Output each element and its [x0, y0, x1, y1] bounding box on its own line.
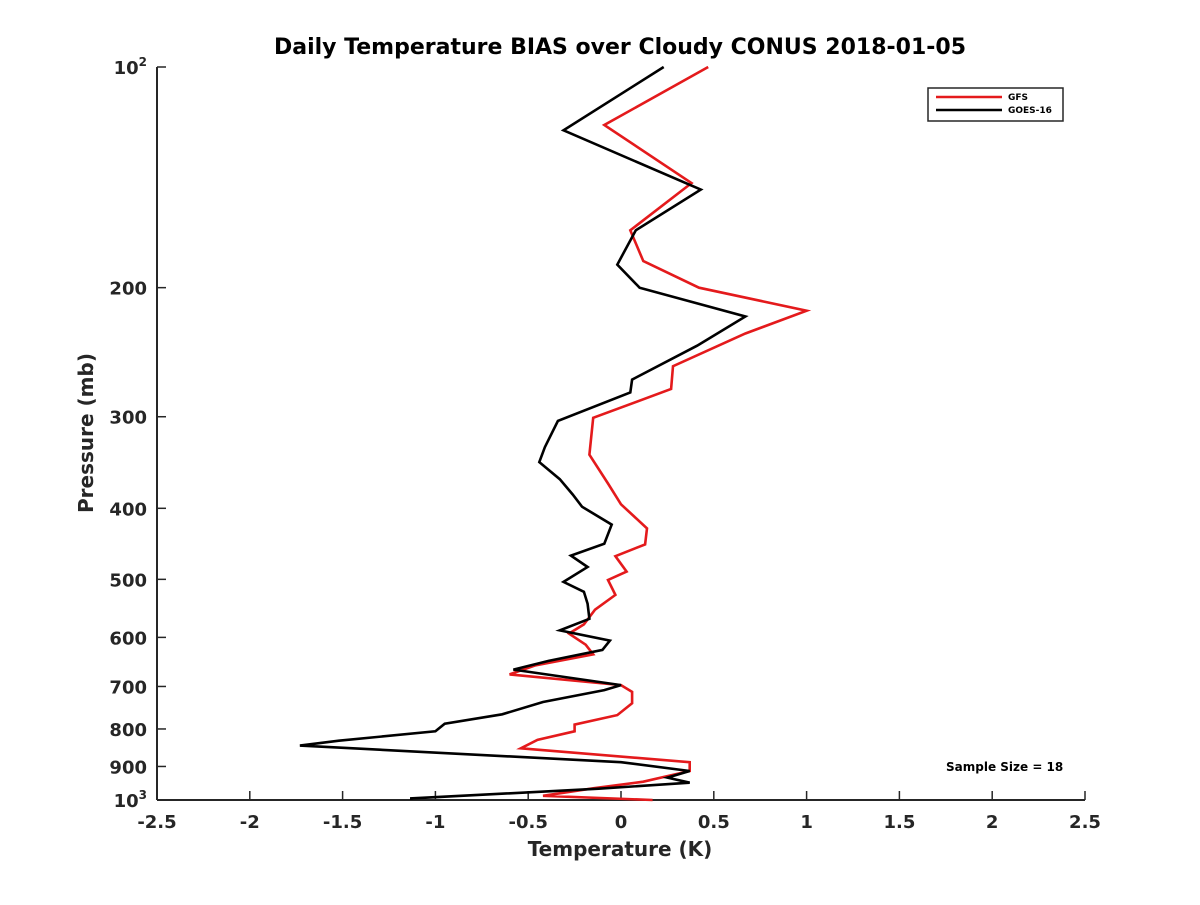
y-tick-label: 900	[109, 757, 147, 778]
x-tick-label: 1	[800, 812, 813, 833]
y-tick-label: 102	[114, 55, 147, 79]
y-tick-label: 300	[109, 408, 147, 429]
y-tick-label: 600	[109, 628, 147, 649]
y-tick-label: 800	[109, 720, 147, 741]
x-tick-label: 1.5	[883, 812, 915, 833]
series-line-goes16	[299, 65, 749, 800]
x-tick-label: 2.5	[1069, 812, 1101, 833]
y-tick-label: 500	[109, 570, 147, 591]
x-tick-label: -1	[425, 812, 445, 833]
y-tick-label: 200	[109, 279, 147, 300]
x-axis-label: Temperature (K)	[528, 837, 713, 861]
y-tick-label: 400	[109, 499, 147, 520]
y-tick-label: 103	[114, 788, 147, 812]
legend-label-goes16: GOES-16	[1008, 106, 1052, 116]
x-tick-label: 0.5	[698, 812, 730, 833]
x-tick-label: 2	[986, 812, 999, 833]
x-tick-label: -1.5	[323, 812, 362, 833]
series-line-gfs	[509, 65, 812, 802]
x-tick-label: -0.5	[509, 812, 548, 833]
x-tick-label: -2.5	[137, 812, 176, 833]
y-tick-label: 700	[109, 677, 147, 698]
legend-box	[927, 87, 1064, 122]
x-tick-label: 0	[615, 812, 628, 833]
legend: GFS GOES-16	[927, 87, 1064, 122]
sample-size-annotation: Sample Size = 18	[946, 760, 1063, 774]
y-axis-label: Pressure (mb)	[74, 353, 98, 513]
plot-area: -2.5 -2 -1.5 -1 -0.5 0 0.5 1 1.5 2 2.5 102 200 300 400…	[109, 55, 1101, 833]
legend-label-gfs: GFS	[1008, 93, 1028, 103]
chart-title: Daily Temperature BIAS over Cloudy CONUS…	[274, 35, 966, 60]
x-tick-label: -2	[240, 812, 260, 833]
